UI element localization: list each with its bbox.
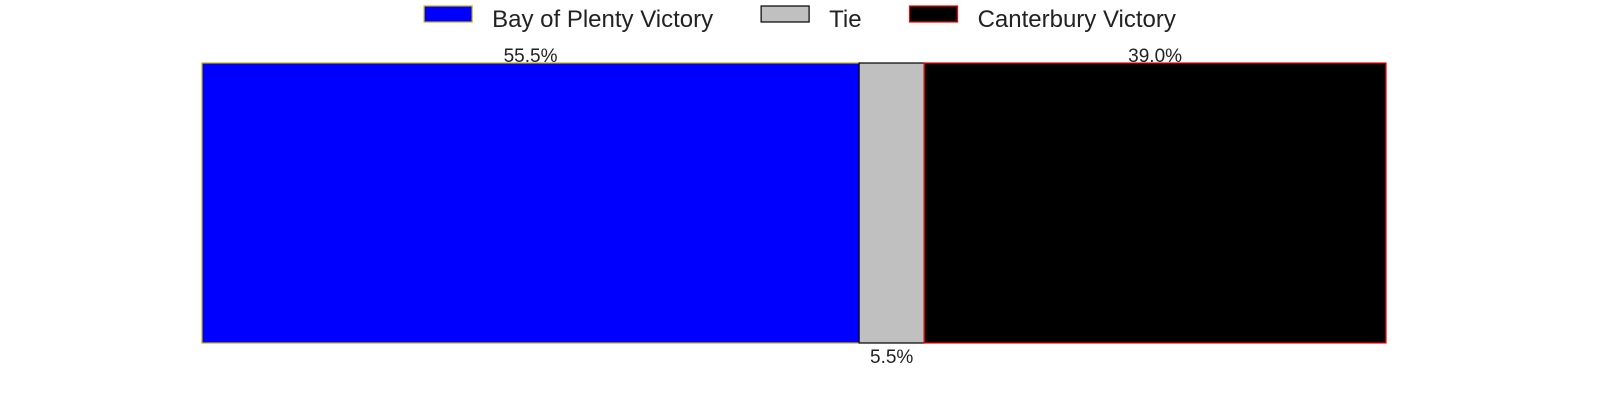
legend-swatch-bay-of-plenty-victory bbox=[423, 5, 473, 23]
data-label-bay-of-plenty-victory: 55.5% bbox=[504, 46, 558, 67]
chart-legend: Bay of Plenty Victory Tie Canterbury Victo… bbox=[423, 5, 1176, 33]
bar-segments bbox=[201, 62, 1387, 344]
data-labels: 55.5% 5.5% 39.0% bbox=[504, 46, 1183, 368]
data-label-canterbury-victory: 39.0% bbox=[1128, 46, 1182, 67]
legend-label-bay-of-plenty-victory: Bay of Plenty Victory bbox=[492, 6, 713, 33]
bar-segment-bay-of-plenty-victory bbox=[201, 62, 860, 344]
legend-label-canterbury-victory: Canterbury Victory bbox=[978, 6, 1176, 33]
data-label-tie: 5.5% bbox=[870, 347, 913, 368]
legend-swatch-canterbury-victory bbox=[908, 5, 959, 23]
bar-segment-canterbury-victory bbox=[923, 62, 1387, 344]
legend-swatch-tie bbox=[760, 5, 810, 23]
bar-segment-tie bbox=[858, 62, 925, 344]
legend-label-tie: Tie bbox=[829, 6, 861, 33]
